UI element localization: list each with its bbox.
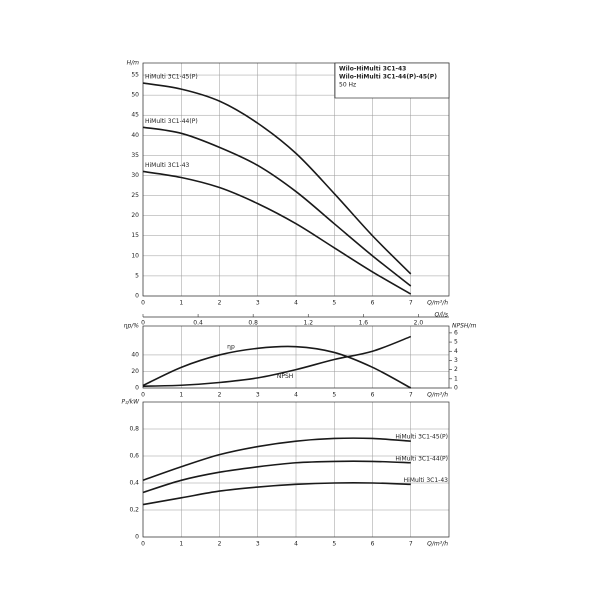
series-label: HiMulti 3C1-44(P): [145, 118, 198, 125]
y2-tick-label: 4: [454, 348, 458, 355]
curve: [142, 460, 411, 494]
y-tick-label: 0,2: [129, 507, 139, 514]
x-tick-label: 7: [409, 300, 413, 307]
x-tick-label: 2: [218, 541, 222, 548]
x-tick-label: 3: [256, 541, 260, 548]
curve: [142, 335, 412, 387]
x2-tick-label: 1.2: [303, 320, 313, 327]
y2-tick-label: 6: [454, 329, 458, 336]
y-tick-label: 55: [131, 72, 139, 79]
y-tick-label: 45: [131, 112, 139, 119]
x-axis-label: Q/m³/h: [427, 300, 448, 307]
plot-frame: [142, 325, 450, 389]
x-tick-label: 7: [409, 541, 413, 548]
y2-tick-label: 3: [454, 357, 458, 364]
y-tick-label: 40: [131, 351, 139, 358]
x-tick-label: 5: [332, 392, 336, 399]
y-tick-label: 30: [131, 172, 139, 179]
y-tick-label: 0,6: [129, 453, 139, 460]
x-tick-label: 1: [179, 300, 183, 307]
y-tick-label: 25: [131, 192, 139, 199]
y-tick-label: 35: [131, 152, 139, 159]
y2-tick-label: 0: [454, 385, 458, 392]
y-tick-label: 15: [131, 232, 139, 239]
series-label: HiMulti 3C1-43: [145, 162, 190, 169]
chart-title: Wilo-HiMulti 3C1-44(P)-45(P): [339, 74, 437, 81]
x-tick-label: 2: [218, 392, 222, 399]
chart-title: Wilo-HiMulti 3C1-43: [339, 66, 406, 73]
curve: [142, 126, 412, 287]
y-axis-label: P₂/kW: [122, 399, 141, 406]
curve: [142, 345, 412, 389]
y-tick-label: 40: [131, 132, 139, 139]
curve: [142, 82, 412, 275]
y2-tick-label: 1: [454, 375, 458, 382]
x2-tick-label: 0: [141, 320, 145, 327]
x-tick-label: 5: [332, 541, 336, 548]
series-label: HiMulti 3C1-43: [404, 477, 449, 484]
x2-tick-label: 2.0: [414, 320, 424, 327]
x-tick-label: 1: [179, 541, 183, 548]
series-label: HiMulti 3C1-45(P): [395, 434, 448, 441]
y-tick-label: 20: [131, 368, 139, 375]
x-axis-label: Q/m³/h: [427, 541, 448, 548]
x-tick-label: 7: [409, 392, 413, 399]
y2-tick-label: 5: [454, 339, 458, 346]
y-tick-label: 0,4: [129, 480, 139, 487]
legend-box: [334, 62, 450, 99]
y-axis-label: ηp/%: [124, 323, 140, 330]
x-tick-label: 6: [371, 300, 375, 307]
series-label: NPSH: [277, 373, 293, 380]
series-label: HiMulti 3C1-45(P): [145, 74, 198, 81]
y2-axis-label: NPSH/m: [452, 323, 476, 330]
y-tick-label: 0: [135, 534, 139, 541]
x-tick-label: 3: [256, 300, 260, 307]
x-tick-label: 0: [141, 392, 145, 399]
x-tick-label: 3: [256, 392, 260, 399]
chart-subtitle: 50 Hz: [339, 82, 356, 89]
y-tick-label: 0: [135, 293, 139, 300]
x2-tick-label: 0.8: [248, 320, 258, 327]
y-axis-label: H/m: [127, 60, 140, 67]
x-tick-label: 6: [371, 541, 375, 548]
x-tick-label: 1: [179, 392, 183, 399]
x2-tick-label: 0.4: [193, 320, 203, 327]
series-label: HiMulti 3C1-44(P): [395, 455, 448, 462]
x-tick-label: 4: [294, 541, 298, 548]
x-tick-label: 5: [332, 300, 336, 307]
x-tick-label: 2: [218, 300, 222, 307]
curve: [142, 437, 411, 482]
y-tick-label: 20: [131, 212, 139, 219]
x-tick-label: 6: [371, 392, 375, 399]
x2-tick-label: 1.6: [359, 320, 369, 327]
plot-frame: [142, 62, 450, 297]
x-tick-label: 0: [141, 541, 145, 548]
y-tick-label: 10: [131, 252, 139, 259]
y2-tick-label: 2: [454, 366, 458, 373]
y-tick-label: 0,8: [129, 426, 139, 433]
y-tick-label: 50: [131, 92, 139, 99]
series-label: ηp: [227, 343, 235, 350]
y-tick-label: 5: [135, 272, 139, 279]
y-tick-label: 0: [135, 385, 139, 392]
plot-frame: [142, 401, 450, 538]
x-tick-label: 4: [294, 300, 298, 307]
x2-axis-label: Q/l/s: [434, 312, 448, 319]
x-axis-label: Q/m³/h: [427, 392, 448, 399]
curve: [142, 482, 411, 506]
x-tick-label: 0: [141, 300, 145, 307]
x-tick-label: 4: [294, 392, 298, 399]
curve: [142, 170, 412, 295]
